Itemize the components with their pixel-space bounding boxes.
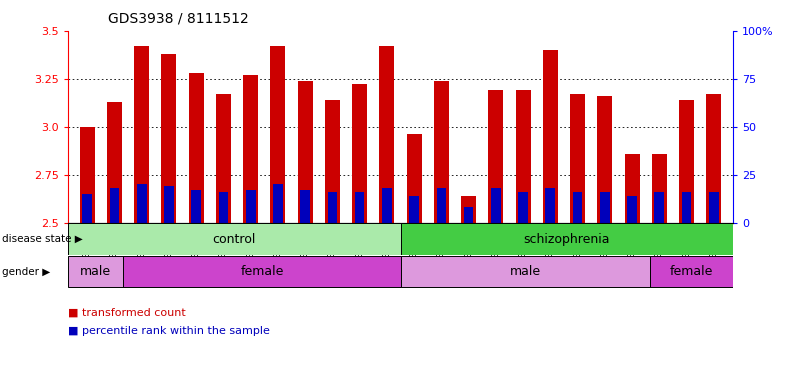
Bar — [709, 192, 718, 223]
Text: GDS3938 / 8111512: GDS3938 / 8111512 — [108, 12, 249, 25]
Text: schizophrenia: schizophrenia — [524, 233, 610, 245]
Bar — [219, 192, 228, 223]
Bar — [244, 75, 258, 223]
Bar — [300, 190, 310, 223]
Bar — [134, 46, 149, 223]
Bar — [68, 223, 400, 255]
Bar — [650, 256, 733, 287]
Text: male: male — [80, 265, 111, 278]
Bar — [273, 184, 283, 223]
Bar — [491, 188, 501, 223]
Text: control: control — [212, 233, 256, 245]
Text: disease state ▶: disease state ▶ — [2, 234, 83, 244]
Bar — [107, 102, 122, 223]
Bar — [516, 90, 530, 223]
Text: gender ▶: gender ▶ — [2, 266, 50, 277]
Bar — [216, 94, 231, 223]
Bar — [164, 186, 174, 223]
Bar — [570, 94, 585, 223]
Bar — [380, 46, 394, 223]
Text: female: female — [240, 265, 284, 278]
Bar — [123, 256, 400, 287]
Bar — [191, 190, 201, 223]
Bar — [600, 192, 610, 223]
Bar — [543, 50, 557, 223]
Bar — [79, 127, 95, 223]
Bar — [407, 134, 421, 223]
Bar — [271, 46, 285, 223]
Bar — [598, 96, 612, 223]
Bar — [68, 256, 123, 287]
Text: male: male — [509, 265, 541, 278]
Bar — [355, 192, 364, 223]
Bar — [464, 207, 473, 223]
Bar — [328, 192, 337, 223]
Bar — [409, 196, 419, 223]
Bar — [83, 194, 92, 223]
Bar — [325, 100, 340, 223]
Bar — [434, 81, 449, 223]
Bar — [627, 196, 637, 223]
Bar — [137, 184, 147, 223]
Bar — [110, 188, 119, 223]
Bar — [706, 94, 722, 223]
Bar — [461, 196, 476, 223]
Bar — [573, 192, 582, 223]
Bar — [654, 192, 664, 223]
Bar — [352, 84, 367, 223]
Bar — [518, 192, 528, 223]
Bar — [489, 90, 503, 223]
Bar — [437, 188, 446, 223]
Bar — [400, 223, 733, 255]
Bar — [298, 81, 312, 223]
Bar — [382, 188, 392, 223]
Text: female: female — [670, 265, 713, 278]
Bar — [246, 190, 256, 223]
Text: ■ percentile rank within the sample: ■ percentile rank within the sample — [68, 326, 270, 336]
Bar — [545, 188, 555, 223]
Bar — [189, 73, 203, 223]
Bar — [679, 100, 694, 223]
Bar — [400, 256, 650, 287]
Bar — [682, 192, 691, 223]
Bar — [625, 154, 639, 223]
Bar — [652, 154, 667, 223]
Bar — [162, 54, 176, 223]
Text: ■ transformed count: ■ transformed count — [68, 307, 186, 317]
